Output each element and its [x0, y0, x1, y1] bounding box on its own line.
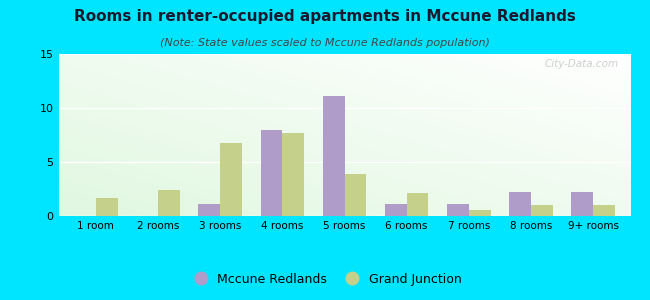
Bar	[593, 205, 615, 216]
Bar	[407, 193, 428, 216]
Bar	[220, 142, 242, 216]
Bar	[344, 174, 366, 216]
Bar	[531, 205, 552, 216]
Bar	[282, 133, 304, 216]
Bar	[509, 192, 531, 216]
Bar	[469, 209, 491, 216]
Text: City-Data.com: City-Data.com	[545, 59, 619, 69]
Text: Rooms in renter-occupied apartments in Mccune Redlands: Rooms in renter-occupied apartments in M…	[74, 9, 576, 24]
Bar	[571, 192, 593, 216]
Bar	[323, 96, 345, 216]
Bar	[447, 204, 469, 216]
Bar	[198, 204, 220, 216]
Bar	[385, 204, 407, 216]
Bar	[261, 130, 282, 216]
Text: (Note: State values scaled to Mccune Redlands population): (Note: State values scaled to Mccune Red…	[160, 38, 490, 47]
Bar	[96, 198, 118, 216]
Bar	[158, 190, 180, 216]
Legend: Mccune Redlands, Grand Junction: Mccune Redlands, Grand Junction	[184, 268, 466, 291]
